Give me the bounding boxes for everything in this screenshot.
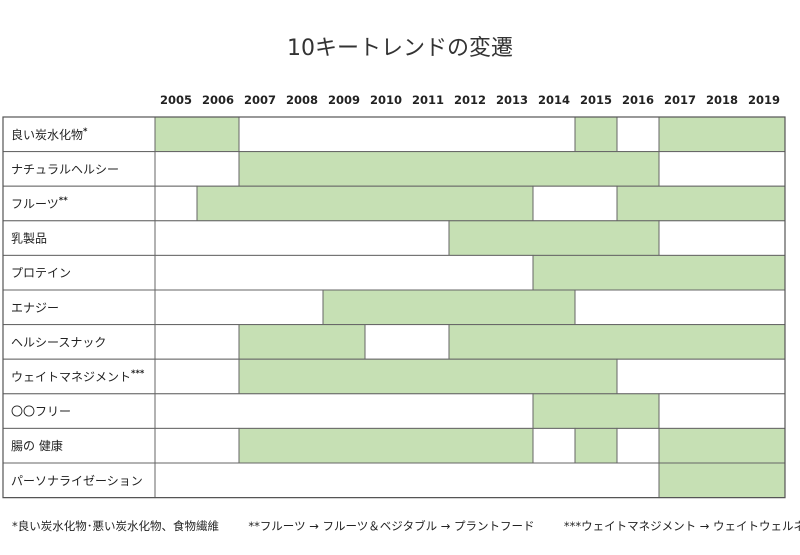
trend-bar <box>616 185 786 222</box>
trend-bar <box>238 151 660 187</box>
trend-bar <box>658 427 786 464</box>
trend-bar <box>574 116 618 153</box>
year-label-2011: 2011 <box>412 93 444 107</box>
row-label-cell <box>2 393 156 429</box>
trend-bar <box>238 427 534 464</box>
year-label-2015: 2015 <box>580 93 612 107</box>
row-label: エナジー <box>11 301 59 315</box>
trend-bar <box>658 116 786 153</box>
year-label-2013: 2013 <box>496 93 528 107</box>
year-label-2012: 2012 <box>454 93 486 107</box>
row-label: 腸の 健康 <box>11 438 63 453</box>
trend-bar <box>448 324 786 360</box>
trend-bar <box>154 116 240 153</box>
chart-title: 10キートレンドの変遷 <box>287 36 513 61</box>
row-label-cell <box>2 185 156 222</box>
row-label: 〇〇フリー <box>11 405 71 419</box>
trend-bar <box>322 289 576 326</box>
year-label-2014: 2014 <box>538 93 570 107</box>
row-label: ウェイトマネジメント*** <box>11 369 145 384</box>
year-label-2019: 2019 <box>748 93 780 107</box>
row-label: ヘルシースナック <box>11 335 106 349</box>
footnote-1: *良い炭水化物･悪い炭水化物、食物繊維 <box>12 519 219 533</box>
row-label: プロテイン <box>11 266 71 280</box>
row-label-marker: ** <box>59 196 68 206</box>
row-label: 良い炭水化物* <box>11 127 88 142</box>
trend-bar <box>238 358 618 395</box>
row-label: パーソナライゼーション <box>11 474 143 488</box>
year-label-2017: 2017 <box>664 93 696 107</box>
trend-bar <box>532 393 660 429</box>
trend-bar <box>238 324 366 360</box>
row-label: 乳製品 <box>11 232 47 246</box>
row-label-cell <box>2 254 156 291</box>
trend-bar <box>532 254 786 291</box>
footnotes: *良い炭水化物･悪い炭水化物、食物繊維 **フルーツ → フルーツ＆ベジタブル … <box>12 518 800 534</box>
row-label: ナチュラルヘルシー <box>11 162 119 176</box>
trend-bar <box>196 185 534 222</box>
year-label-2005: 2005 <box>160 93 192 107</box>
year-label-2016: 2016 <box>622 93 654 107</box>
year-label-2018: 2018 <box>706 93 738 107</box>
row-label-cell <box>2 427 156 464</box>
trend-bar <box>574 427 618 464</box>
row-label-marker: * <box>83 127 88 137</box>
year-label-2007: 2007 <box>244 93 276 107</box>
row-label-marker: *** <box>131 369 145 379</box>
footnote-3: ***ウェイトマネジメント → ウェイトウェルネス <box>563 519 800 533</box>
row-timeline-bg <box>155 393 785 429</box>
year-label-2008: 2008 <box>286 93 318 107</box>
table-border <box>2 116 786 499</box>
trend-bar <box>658 462 786 499</box>
year-label-2010: 2010 <box>370 93 402 107</box>
trend-bar <box>448 220 660 256</box>
row-label-cell <box>2 289 156 326</box>
year-label-2009: 2009 <box>328 93 360 107</box>
footnote-2: **フルーツ → フルーツ＆ベジタブル → プラントフード <box>248 519 535 533</box>
row-label: フルーツ** <box>11 196 68 211</box>
year-label-2006: 2006 <box>202 93 234 107</box>
